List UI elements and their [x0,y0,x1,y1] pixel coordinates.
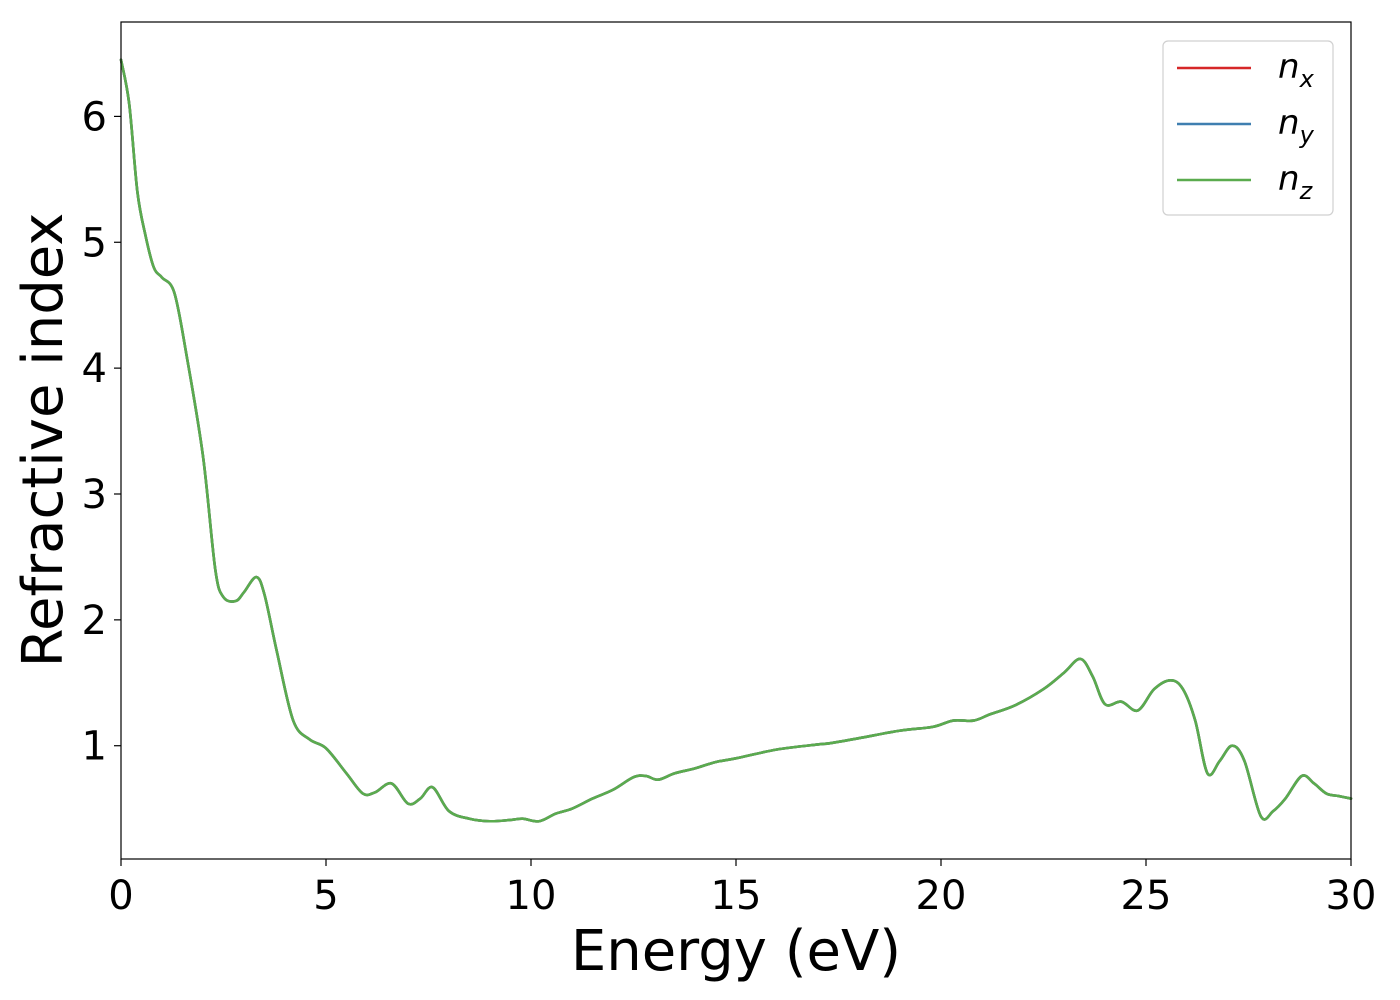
y-tick-label: 6 [82,94,107,140]
plot-area [121,22,1351,859]
y-tick-label: 2 [82,598,107,644]
y-tick-label: 3 [82,472,107,518]
y-axis-ticks: 1 2 3 4 5 6 [82,94,121,770]
series-layer [119,58,1353,823]
x-tick-label: 30 [1326,873,1377,919]
series-line-z [119,58,1353,823]
x-tick-label: 20 [916,873,967,919]
y-tick-label: 1 [82,724,107,770]
x-tick-label: 15 [711,873,762,919]
y-tick-label: 5 [82,220,107,266]
x-tick-label: 0 [108,873,133,919]
x-axis-ticks: 0 5 10 15 20 25 30 [108,859,1376,919]
y-axis-label: Refractive index [11,213,76,668]
x-tick-label: 10 [506,873,557,919]
x-tick-label: 25 [1121,873,1172,919]
y-tick-label: 4 [82,346,107,392]
legend-box [1162,40,1334,216]
x-tick-label: 5 [313,873,338,919]
x-axis-label: Energy (eV) [571,919,901,984]
